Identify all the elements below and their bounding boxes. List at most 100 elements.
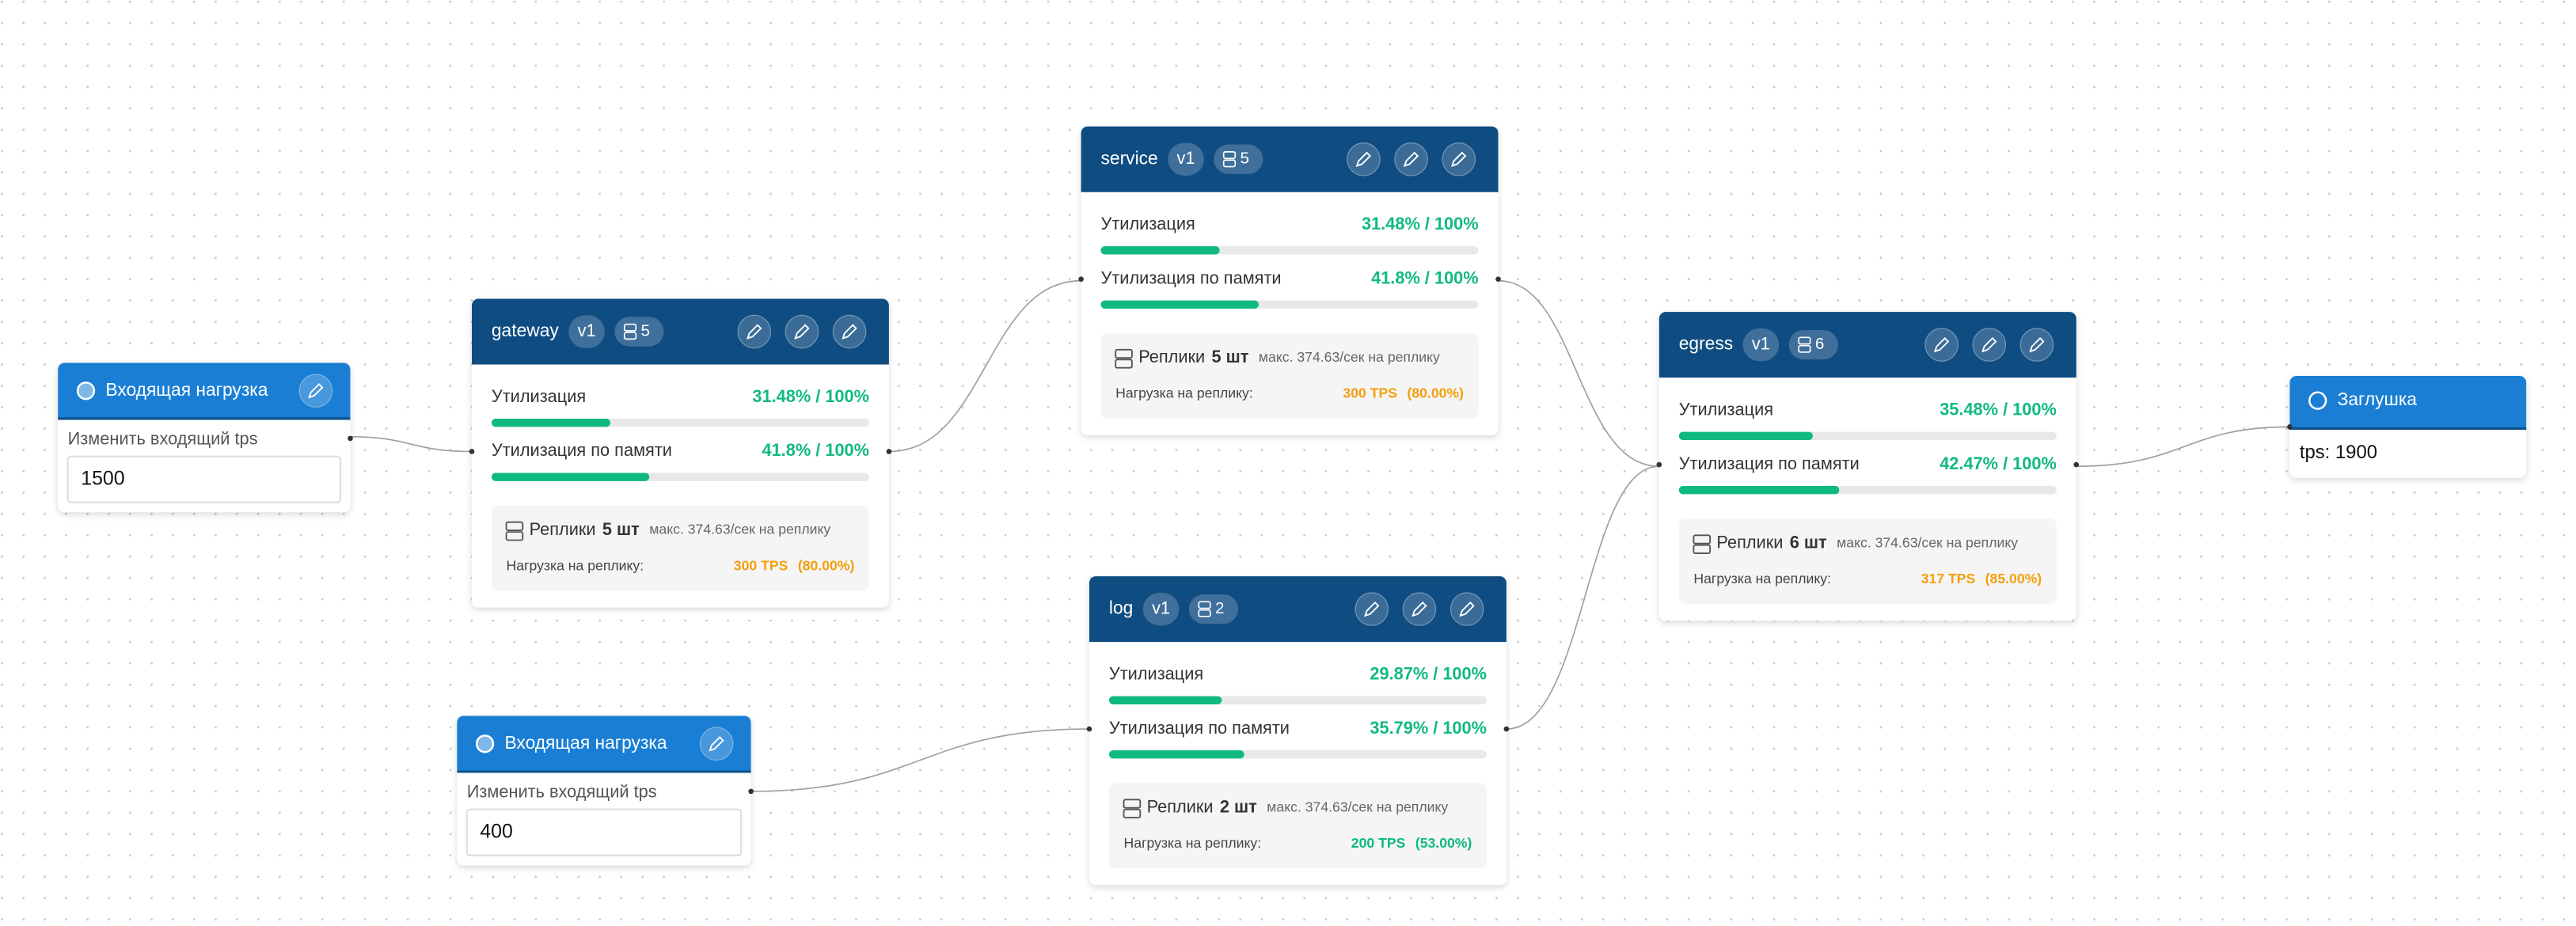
- handle: [886, 449, 892, 454]
- pencil-icon: [1403, 151, 1419, 167]
- metric-value: 42.47% / 100%: [1940, 454, 2057, 473]
- button-bg: [1449, 592, 1484, 626]
- pencil-icon: [709, 736, 724, 752]
- version: v1: [1752, 333, 1770, 353]
- replica-icon: [1798, 344, 1811, 353]
- button-bg: [699, 727, 734, 761]
- icon-button[interactable]: [1442, 142, 1476, 176]
- node-header: [471, 298, 889, 365]
- service-name: log: [1109, 598, 1133, 618]
- stub-tps: tps: 1900: [2300, 442, 2377, 463]
- icon-button[interactable]: [1924, 328, 1959, 362]
- replica-icon: [1123, 808, 1142, 819]
- handle: [2287, 424, 2293, 430]
- version: v1: [578, 321, 596, 340]
- icon-button[interactable]: [1449, 592, 1484, 626]
- max-rate: макс. 374.63/сек на реплику: [1267, 799, 1448, 814]
- service-name: service: [1101, 147, 1158, 168]
- button-bg: [832, 314, 867, 349]
- button-bg: [1347, 142, 1381, 176]
- icon-button[interactable]: [1394, 142, 1428, 176]
- icon-button[interactable]: [1972, 328, 2007, 362]
- pencil-icon: [1411, 602, 1427, 617]
- icon-button[interactable]: [699, 727, 734, 761]
- handle: [469, 449, 475, 454]
- pencil-icon: [1933, 337, 1950, 353]
- replica-count: 5: [641, 322, 651, 340]
- icon-button[interactable]: [785, 314, 819, 349]
- button-bg: [2019, 328, 2054, 362]
- load-pct: (85.00%): [1985, 571, 2042, 586]
- replica-icon: [505, 531, 524, 541]
- version-badge: [1142, 592, 1180, 626]
- button-bg: [1354, 592, 1389, 626]
- metric-label: Утилизация по памяти: [1109, 718, 1290, 738]
- load-pct: (80.00%): [1407, 385, 1464, 401]
- replicas-count: 6 шт: [1790, 532, 1827, 552]
- icon-button[interactable]: [832, 314, 867, 349]
- max-rate: макс. 374.63/сек на реплику: [649, 522, 830, 537]
- node-header: [58, 362, 351, 419]
- service-node: log v1 2 Утилизация 29.87% / 100% Утилизация …: [1086, 576, 1510, 886]
- metric-value: 31.48% / 100%: [752, 386, 869, 406]
- replica-badge: [614, 317, 664, 347]
- load-label: Нагрузка на реплику:: [507, 557, 644, 573]
- input-node: Входящая нагрузка Изменить входящий tps 40…: [457, 715, 754, 866]
- tps-input[interactable]: [465, 808, 743, 856]
- replica-icon: [1198, 609, 1211, 617]
- progress-fill: [1100, 246, 1220, 255]
- edge: [350, 435, 472, 453]
- pencil-icon: [1364, 602, 1380, 617]
- edges: [350, 279, 2290, 792]
- metric-value: 29.87% / 100%: [1370, 663, 1487, 683]
- metric-label: Утилизация по памяти: [1101, 268, 1282, 287]
- field-label: Изменить входящий tps: [68, 429, 258, 449]
- pencil-icon: [794, 324, 810, 340]
- replicas-label: Реплики: [1716, 532, 1783, 552]
- pencil-icon: [1355, 151, 1372, 167]
- progress-fill: [1108, 750, 1244, 759]
- pencil-icon: [1459, 602, 1475, 617]
- load-tps: 300 TPS: [734, 557, 788, 573]
- replica-icon: [1693, 544, 1712, 555]
- icon-button[interactable]: [1402, 592, 1437, 626]
- version-badge: [568, 315, 605, 348]
- replicas-count: 5 шт: [1212, 347, 1249, 366]
- replica-box: [1100, 333, 1479, 419]
- replica-box: [1108, 783, 1487, 869]
- button-bg: [737, 314, 772, 349]
- status-icon: [2308, 391, 2327, 410]
- icon-button[interactable]: [737, 314, 772, 349]
- replica-badge: [1214, 144, 1263, 174]
- handle: [1656, 461, 1662, 468]
- replica-icon: [1115, 348, 1133, 359]
- pencil-icon: [747, 324, 762, 340]
- edge: [888, 279, 1081, 453]
- replica-icon: [1198, 601, 1211, 609]
- icon-button[interactable]: [298, 374, 333, 408]
- metric-label: Утилизация по памяти: [1679, 454, 1860, 473]
- button-bg: [785, 314, 819, 349]
- load-tps: 200 TPS: [1351, 835, 1406, 851]
- edge: [2076, 426, 2290, 467]
- service-node: egress v1 6 Утилизация 35.48% / 100% Утилизац…: [1656, 312, 2080, 621]
- button-bg: [1394, 142, 1428, 176]
- replicas-count: 5 шт: [602, 519, 640, 539]
- metric-value: 41.8% / 100%: [1371, 268, 1479, 287]
- button-bg: [1924, 328, 1959, 362]
- tps-input[interactable]: [66, 455, 342, 503]
- replica-box: [1678, 518, 2057, 605]
- icon-button[interactable]: [1347, 142, 1381, 176]
- replica-badge: [1788, 329, 1838, 360]
- version-badge: [1742, 328, 1780, 362]
- icon-button[interactable]: [1354, 592, 1389, 626]
- metric-label: Утилизация: [1101, 214, 1195, 233]
- icon-button[interactable]: [2019, 328, 2054, 362]
- version: v1: [1176, 148, 1195, 168]
- metric-value: 41.8% / 100%: [762, 440, 869, 460]
- max-rate: макс. 374.63/сек на реплику: [1259, 349, 1440, 365]
- replica-icon: [1123, 799, 1142, 809]
- load-label: Нагрузка на реплику:: [1124, 835, 1262, 851]
- stub-node: Заглушка tps: 1900: [2287, 376, 2527, 478]
